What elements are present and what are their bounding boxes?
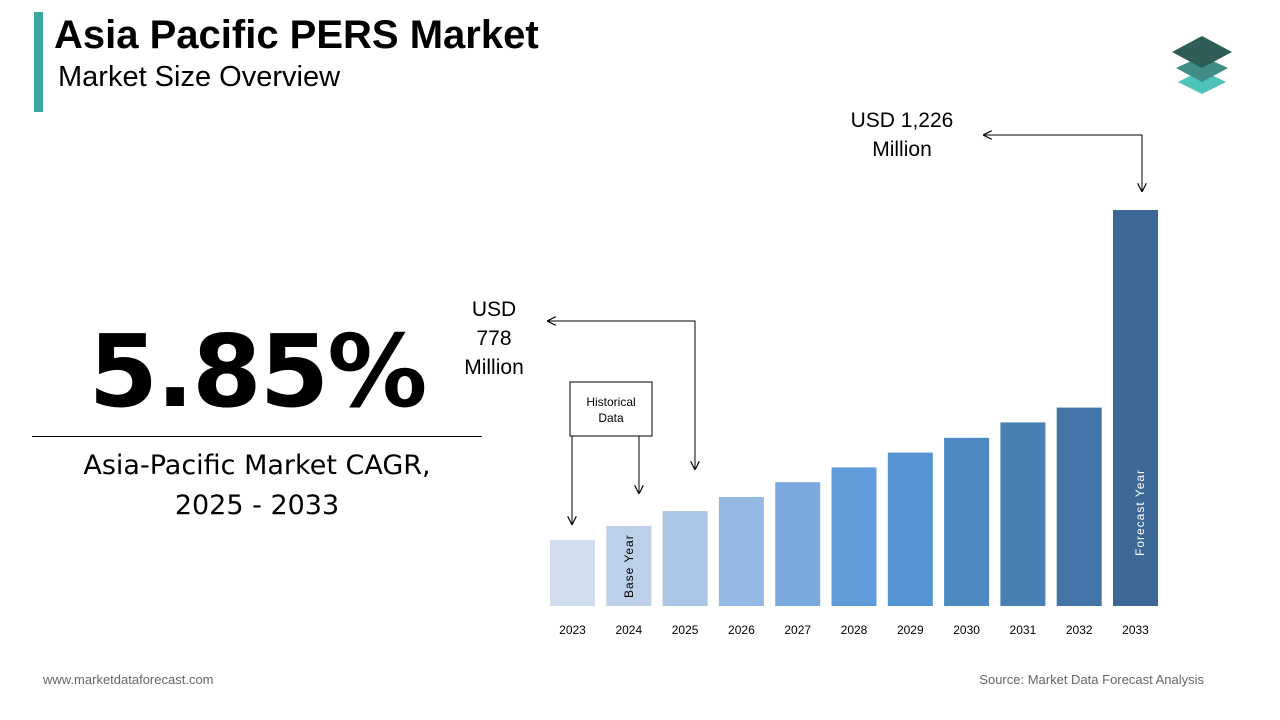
end-value-arrow [984, 135, 1142, 191]
bar-2027 [775, 482, 821, 606]
logo-layer-middle [1176, 56, 1228, 82]
end-value-line2: Million [872, 138, 932, 161]
logo-layer-top [1172, 36, 1232, 68]
page-title: Asia Pacific PERS Market [54, 13, 539, 57]
historical-data-box [569, 381, 653, 437]
start-value-line2: 778 [476, 327, 511, 350]
bar-2033 [1113, 210, 1158, 606]
footer-source: Source: Market Data Forecast Analysis [979, 672, 1204, 687]
end-value-line1: USD 1,226 [851, 109, 954, 132]
cagr-label-line2: 2025 - 2033 [174, 490, 340, 521]
historical-data-label-line1: Historical [586, 395, 635, 409]
x-tick-label-2031: 2031 [1010, 623, 1037, 637]
historical-data-label-line2: Data [598, 411, 624, 425]
footer-website: www.marketdataforecast.com [43, 672, 214, 687]
x-tick-label-2024: 2024 [615, 623, 642, 637]
page-subtitle: Market Size Overview [58, 61, 341, 93]
x-tick-label-2028: 2028 [841, 623, 868, 637]
bar-2032 [1056, 407, 1102, 606]
bar-2026 [718, 497, 764, 606]
bar-2028 [831, 467, 877, 606]
start-value-arrow [548, 321, 695, 469]
x-tick-label-2030: 2030 [953, 623, 980, 637]
cagr-value: 5.85% [88, 313, 428, 430]
x-tick-label-2025: 2025 [672, 623, 699, 637]
logo-icon [1172, 36, 1232, 94]
base-year-label: Base Year [622, 534, 636, 598]
bar-2023 [550, 540, 595, 606]
cagr-label-line1: Asia-Pacific Market CAGR, [83, 450, 431, 481]
bar-2029 [887, 452, 933, 606]
title-accent-bar [34, 12, 43, 112]
x-tick-label-2026: 2026 [728, 623, 755, 637]
bar-2024 [606, 525, 652, 606]
start-value-line3: Million [464, 356, 524, 379]
x-tick-label-2033: 2033 [1122, 623, 1149, 637]
cagr-label: Asia-Pacific Market CAGR, 2025 - 2033 [32, 446, 482, 526]
forecast-year-label: Forecast Year [1133, 469, 1147, 556]
cagr-divider [32, 436, 482, 437]
x-tick-label-2029: 2029 [897, 623, 924, 637]
x-tick-label-2027: 2027 [784, 623, 811, 637]
bar-2025 [662, 511, 708, 606]
bar-2031 [1000, 422, 1046, 606]
start-value-line1: USD [472, 298, 516, 321]
x-tick-label-2032: 2032 [1066, 623, 1093, 637]
x-tick-label-2023: 2023 [559, 623, 586, 637]
bar-2030 [944, 437, 990, 606]
